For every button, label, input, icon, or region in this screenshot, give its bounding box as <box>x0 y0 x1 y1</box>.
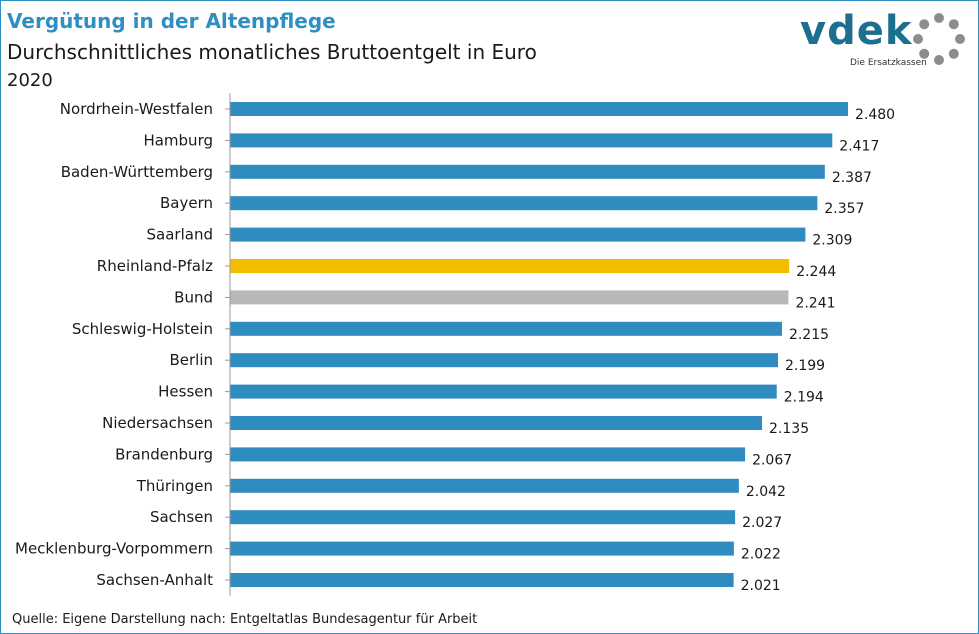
bar-sachsen-anhalt <box>230 573 734 587</box>
chart-year: 2020 <box>7 70 53 91</box>
value-label: 2.215 <box>789 327 829 343</box>
bar-niedersachsen <box>230 416 763 430</box>
value-label: 2.021 <box>741 578 781 594</box>
value-label: 2.309 <box>812 233 852 249</box>
category-label: Bund <box>174 288 213 306</box>
vdek-logo: vdek Die Ersatzkassen <box>800 8 970 72</box>
category-label: Brandenburg <box>115 445 213 463</box>
logo-wordmark: vdek <box>800 8 913 54</box>
bar-mecklenburg-vorpommern <box>230 541 734 556</box>
chart-title: Vergütung in der Altenpflege <box>7 9 336 33</box>
bar-bund <box>230 290 789 305</box>
bar-berlin <box>230 353 778 368</box>
category-label: Nordrhein-Westfalen <box>60 100 213 118</box>
category-label: Bayern <box>160 194 213 212</box>
value-label: 2.027 <box>742 515 782 531</box>
category-label: Saarland <box>147 226 213 244</box>
category-label: Sachsen-Anhalt <box>96 571 213 589</box>
value-label: 2.067 <box>752 452 792 468</box>
value-label: 2.022 <box>741 547 781 563</box>
value-label: 2.357 <box>824 201 864 217</box>
value-label: 2.042 <box>746 484 786 500</box>
category-label: Baden-Württemberg <box>61 163 213 181</box>
category-label: Berlin <box>169 351 213 369</box>
value-label: 2.387 <box>832 170 872 186</box>
category-label: Mecklenburg-Vorpommern <box>15 540 213 558</box>
bar-thüringen <box>230 478 739 493</box>
value-label: 2.194 <box>784 390 824 406</box>
bar-nordrhein-westfalen <box>230 102 848 116</box>
value-label: 2.480 <box>855 107 895 123</box>
bar-brandenburg <box>230 447 746 462</box>
category-label: Rheinland-Pfalz <box>97 257 213 275</box>
bar-schleswig-holstein <box>230 321 782 336</box>
category-label: Hessen <box>158 383 213 401</box>
value-label: 2.135 <box>769 421 809 437</box>
bar-baden-württemberg <box>230 164 825 179</box>
value-label: 2.417 <box>839 138 879 154</box>
vdek-ring-logo-icon <box>913 13 965 65</box>
value-label: 2.241 <box>795 295 835 311</box>
bar-bayern <box>230 196 818 211</box>
source-note: Quelle: Eigene Darstellung nach: Entgelt… <box>12 612 478 627</box>
bar-rheinland-pfalz <box>230 259 790 273</box>
chart-subtitle: Durchschnittliches monatliches Bruttoent… <box>7 40 537 64</box>
category-label: Schleswig-Holstein <box>72 320 213 338</box>
bar-hamburg <box>230 133 833 148</box>
value-label: 2.199 <box>785 358 825 374</box>
category-label: Niedersachsen <box>102 414 213 432</box>
bar-hessen <box>230 384 777 399</box>
value-label: 2.244 <box>796 264 836 280</box>
logo-tagline: Die Ersatzkassen <box>850 58 927 68</box>
category-label: Hamburg <box>143 131 213 149</box>
bar-sachsen <box>230 510 736 525</box>
category-label: Thüringen <box>136 477 213 495</box>
category-label: Sachsen <box>150 508 213 526</box>
bar-saarland <box>230 227 806 242</box>
